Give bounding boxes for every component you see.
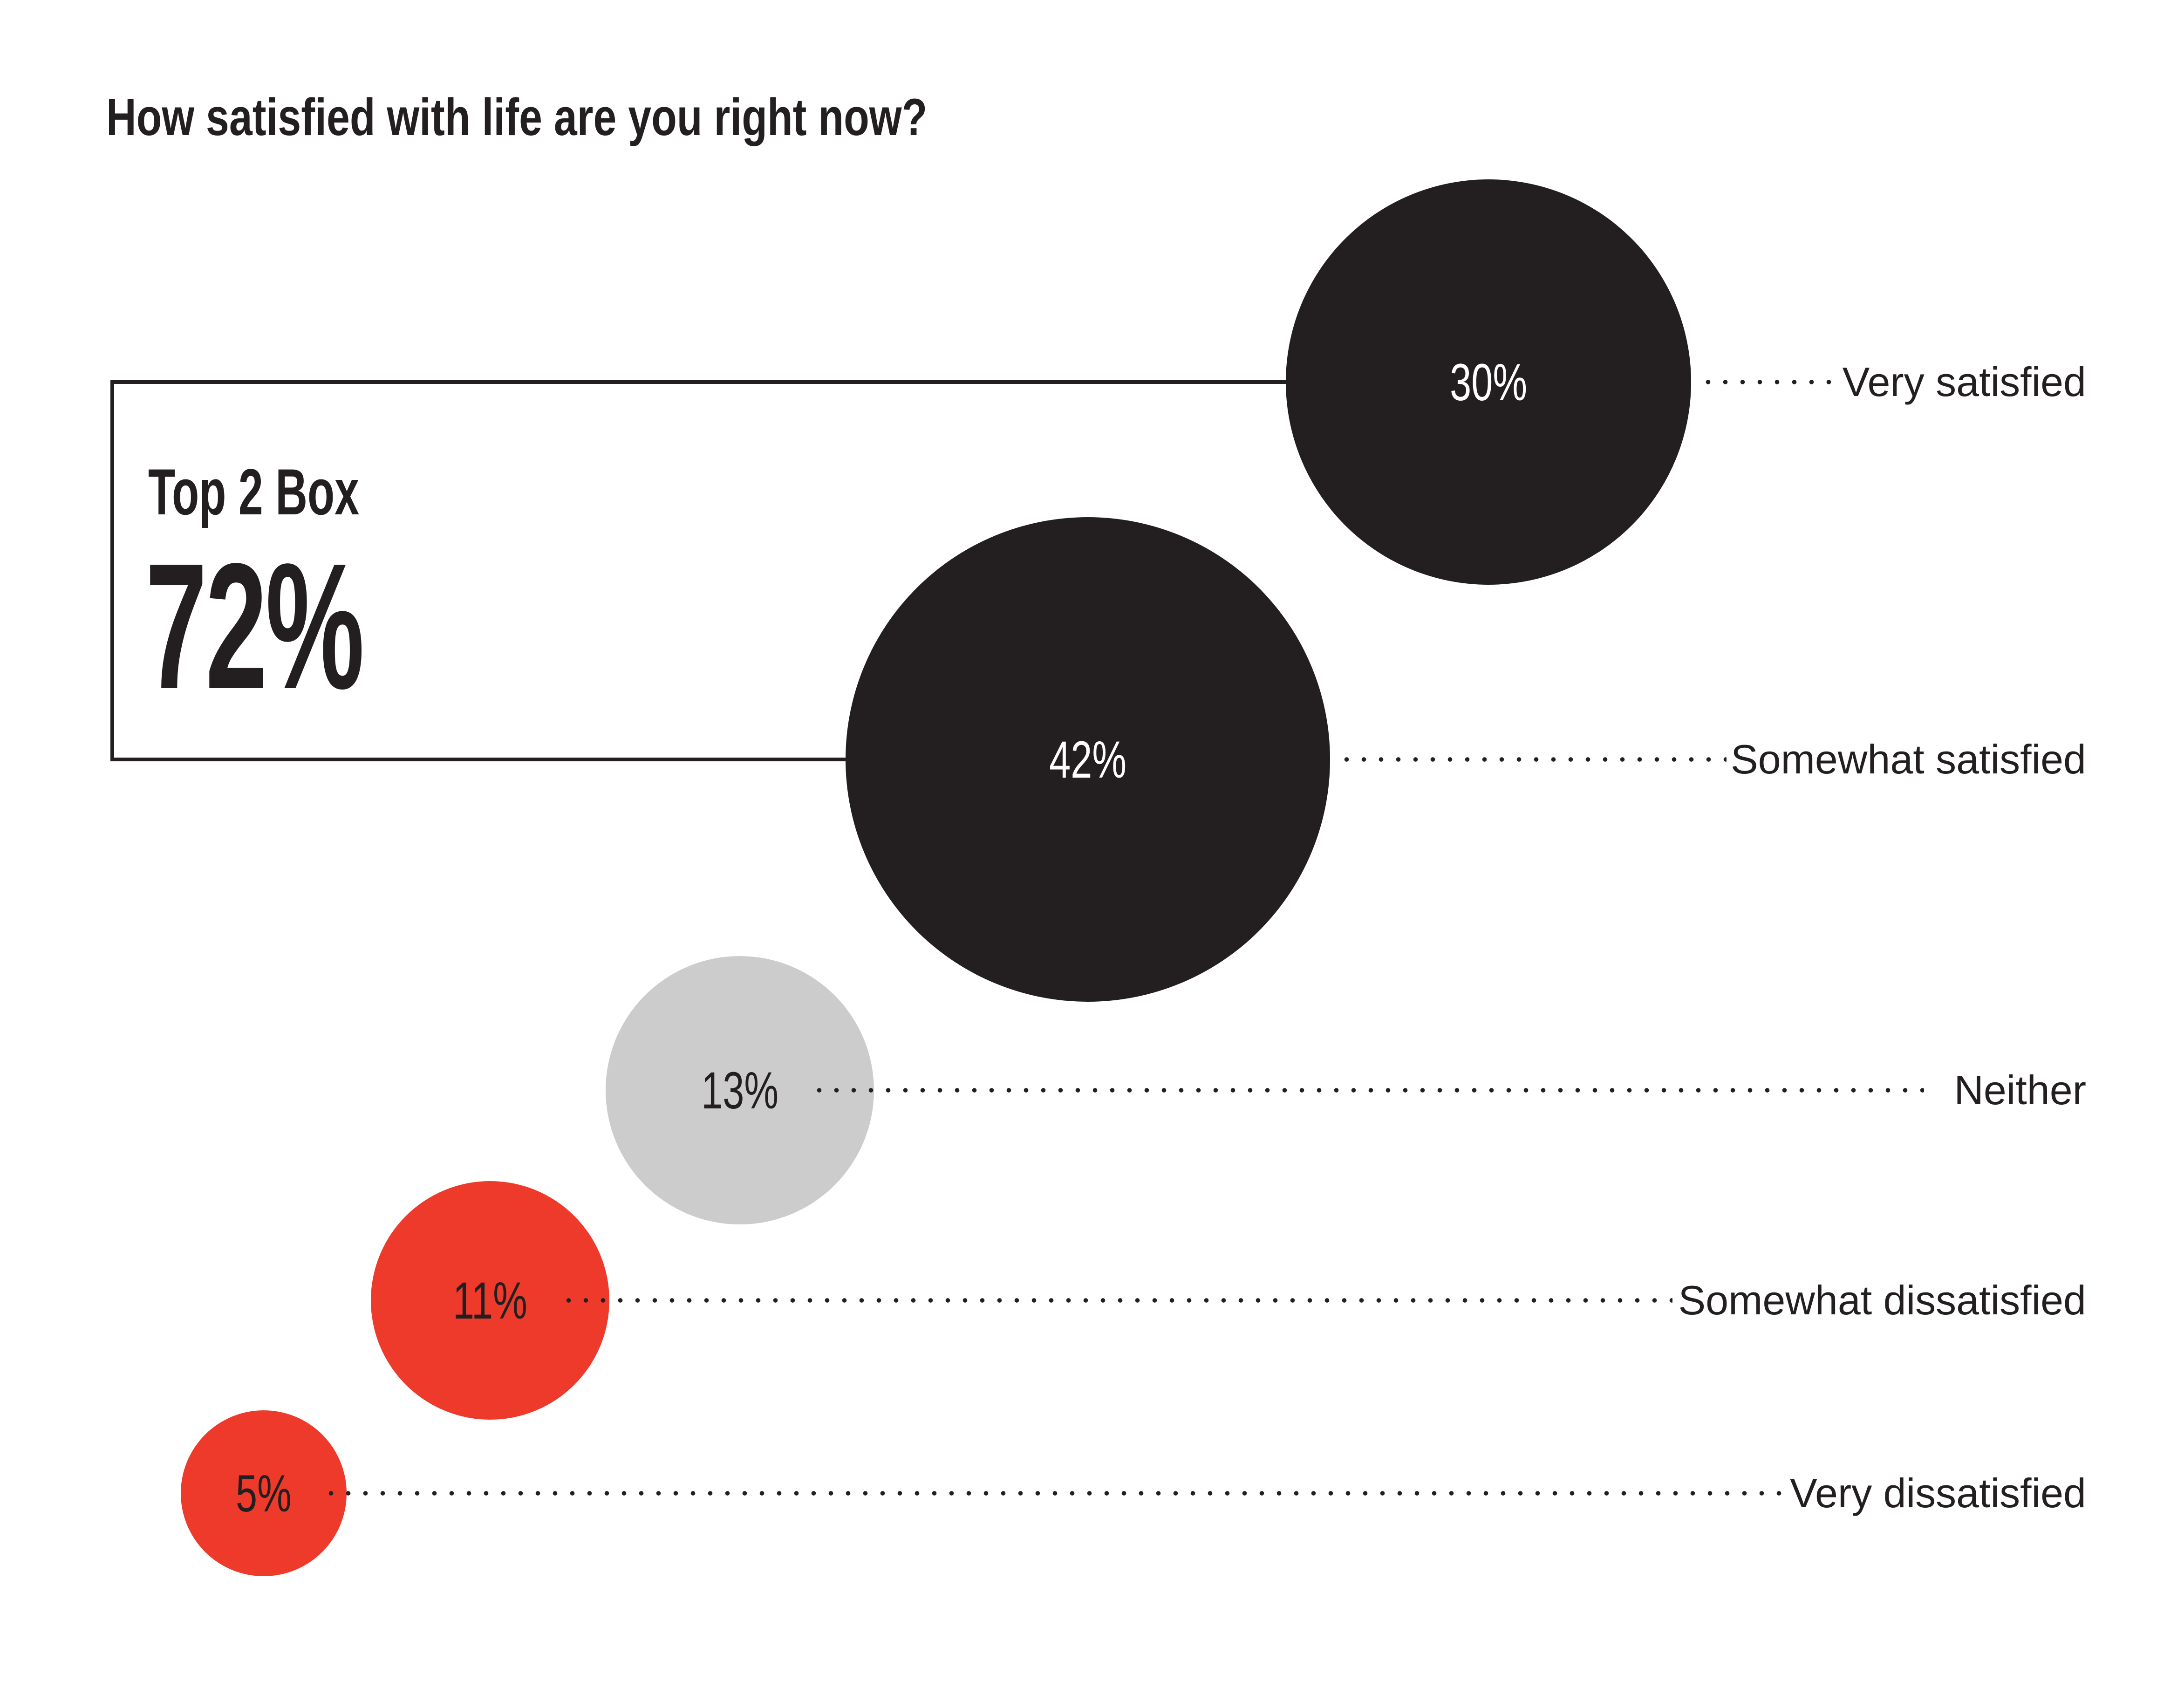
leader-line-very-dissatisfied <box>322 1490 1782 1496</box>
bubble-somewhat-satisfied: 42% <box>846 517 1330 1002</box>
bubble-value-label-somewhat-dissatisfied: 11% <box>453 1271 527 1330</box>
category-label-somewhat-satisfied: Somewhat satisfied <box>1730 736 2086 782</box>
bubble-very-satisfied: 30% <box>1286 179 1691 585</box>
bubble-very-dissatisfied: 5% <box>181 1410 347 1576</box>
chart-title: How satisfied with life are you right no… <box>106 88 928 146</box>
bubble-value-label-very-satisfied: 30% <box>1450 353 1527 411</box>
category-label-very-dissatisfied: Very dissatisfied <box>1790 1470 2086 1516</box>
top2box-bracket-left-line <box>110 380 114 761</box>
leader-line-very-satisfied <box>1699 379 1841 385</box>
leader-line-somewhat-satisfied <box>1338 757 1727 762</box>
bubble-value-label-somewhat-satisfied: 42% <box>1049 730 1126 789</box>
top2box-bracket-bottom-line <box>110 758 851 761</box>
top2box-value: 72% <box>145 526 364 726</box>
top2box-label: Top 2 Box <box>148 455 360 528</box>
category-label-very-satisfied: Very satisfied <box>1842 359 2086 405</box>
bubble-value-label-neither: 13% <box>701 1061 778 1120</box>
category-label-neither: Neither <box>1954 1067 2086 1113</box>
top2box-bracket-top-line <box>110 380 1301 384</box>
category-label-somewhat-dissatisfied: Somewhat dissatisfied <box>1678 1277 2086 1323</box>
leader-line-neither <box>811 1087 1924 1093</box>
leader-line-somewhat-dissatisfied <box>560 1298 1672 1303</box>
bubble-value-label-very-dissatisfied: 5% <box>236 1464 292 1523</box>
